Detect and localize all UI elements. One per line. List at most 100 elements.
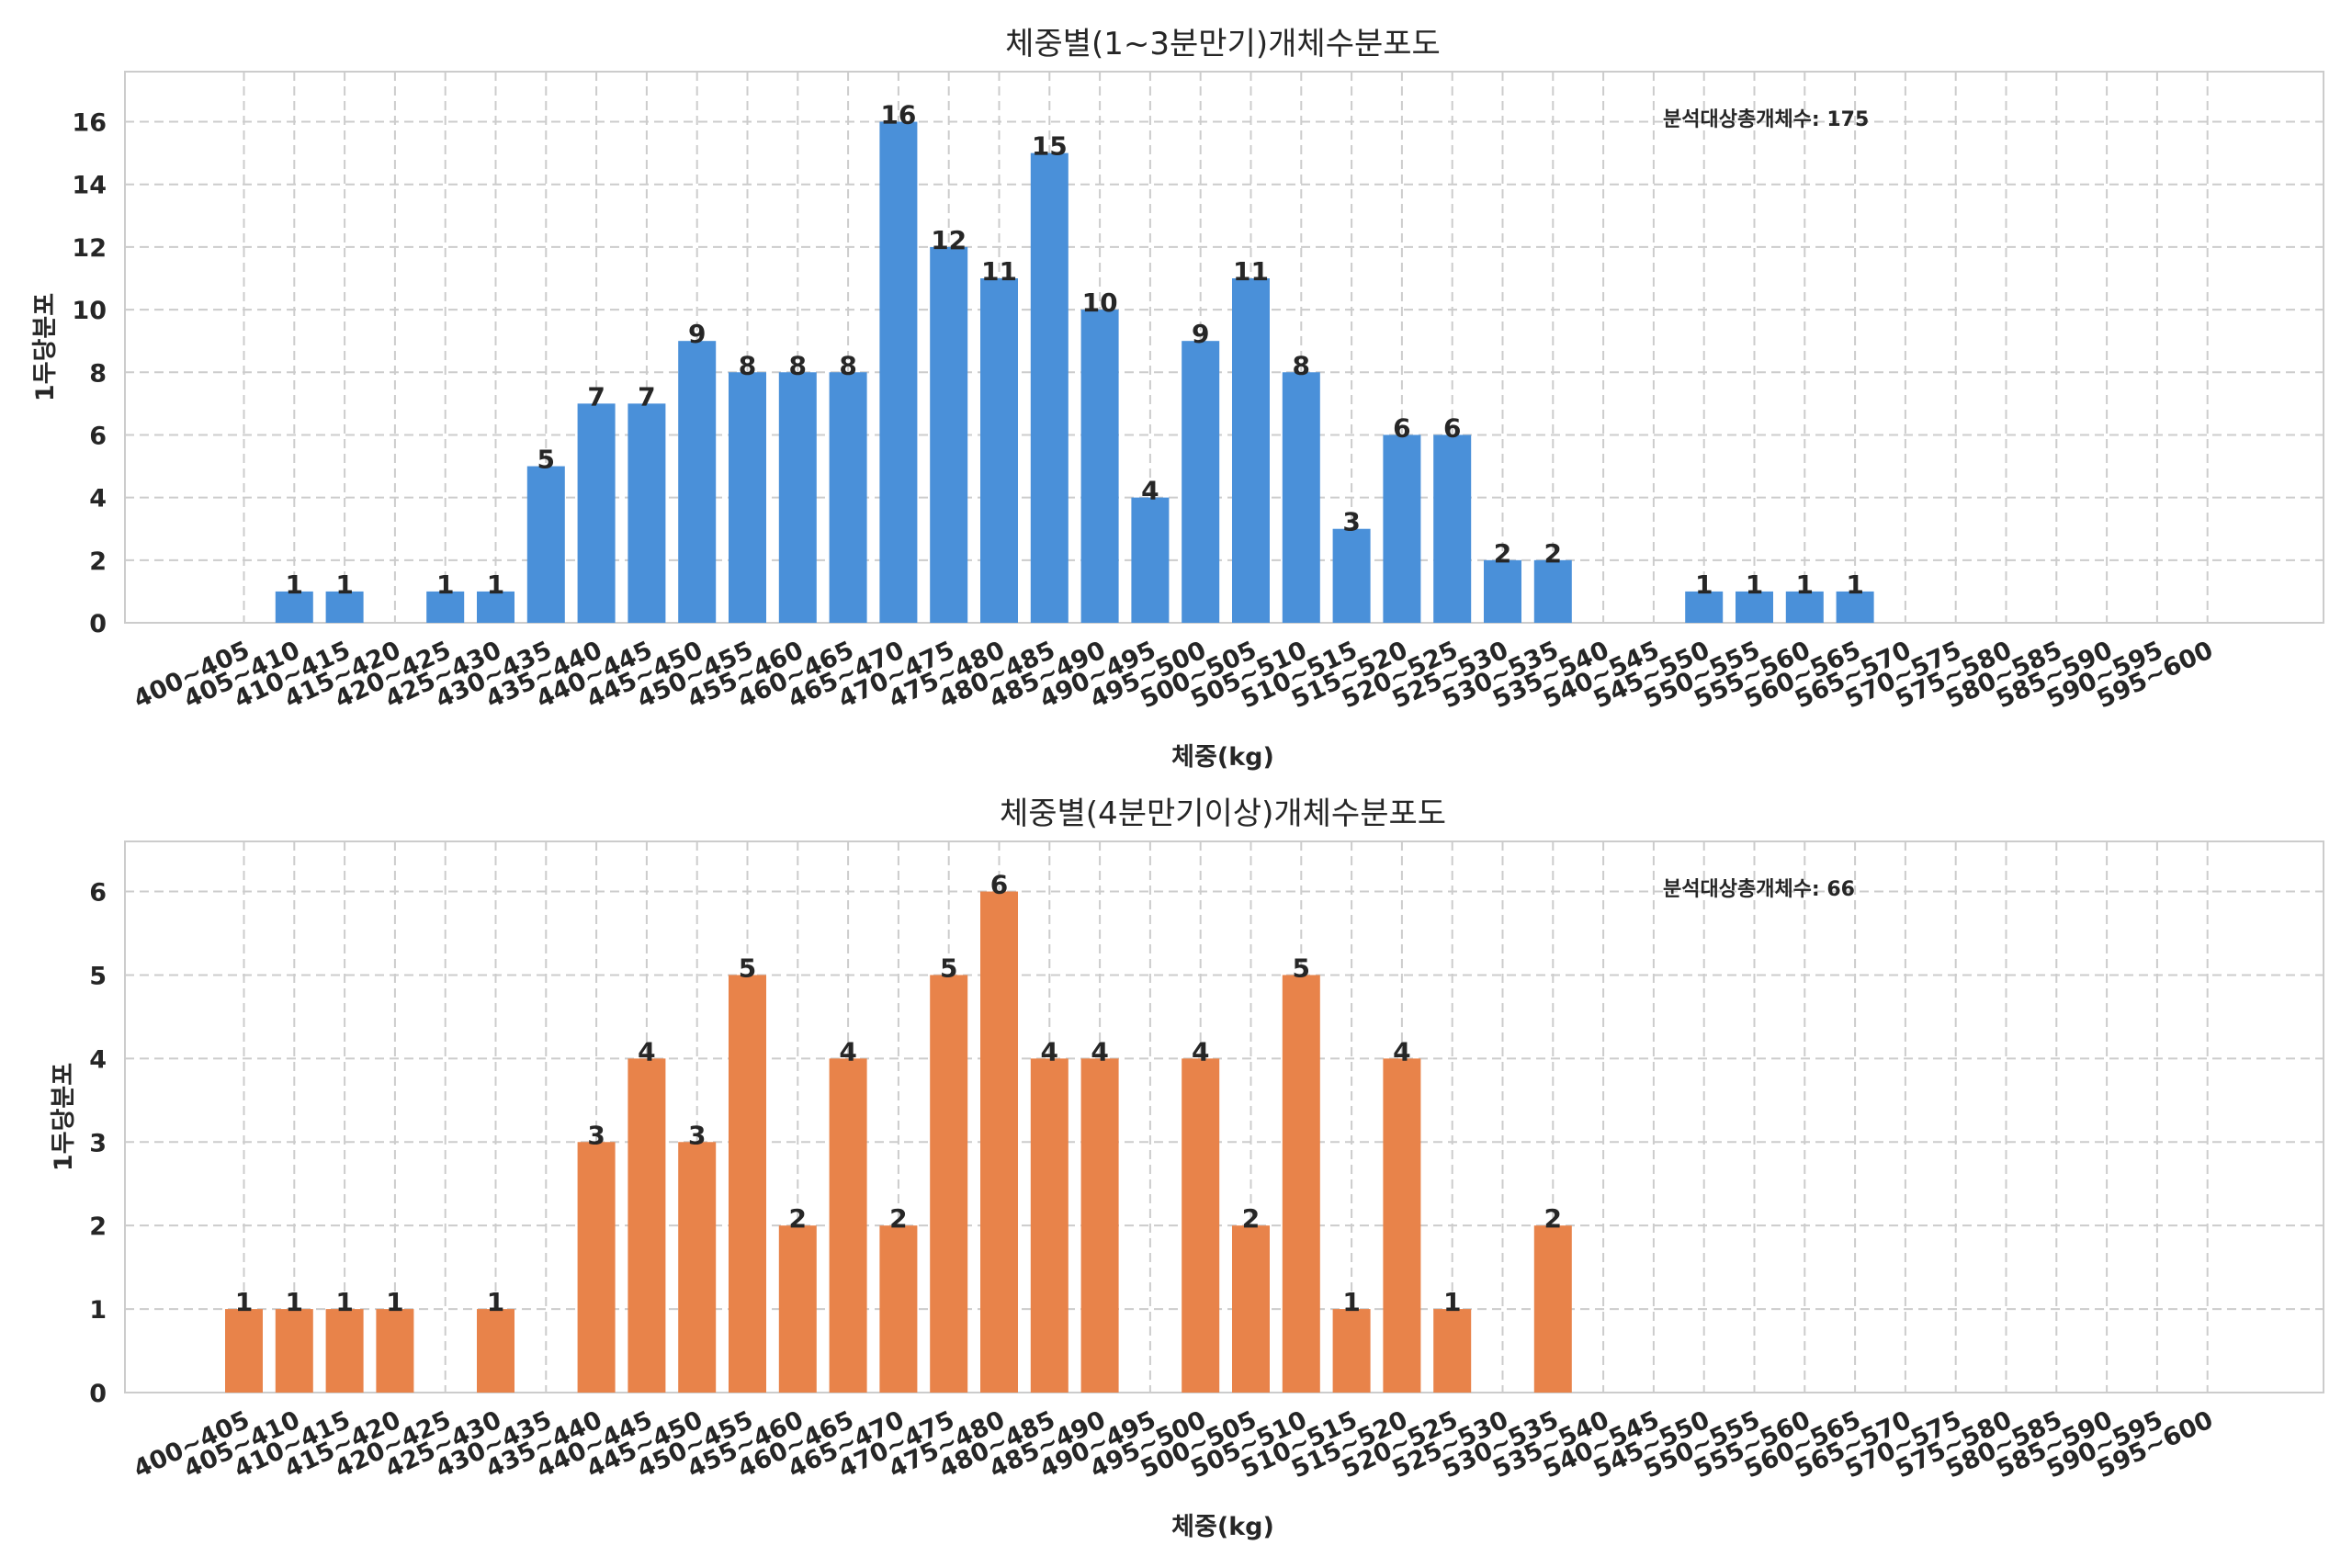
chart-1-bar-560~565 [1836, 591, 1874, 623]
chart-2-y-axis-label: 1두당분포 [50, 1063, 78, 1171]
chart-2-bar-405~410 [275, 1309, 313, 1393]
chart-2-bar-495~500 [1182, 1058, 1220, 1393]
chart-2-bar-515~520 [1383, 1058, 1421, 1393]
chart-2-y-tick-label: 4 [89, 1045, 107, 1074]
chart-1-x-ticks: 400~405405~410410~415415~420420~425425~4… [130, 636, 2218, 714]
chart-1-bar-value-label: 1 [436, 570, 454, 600]
chart-1-bar-475~480 [980, 278, 1018, 623]
chart-2-x-ticks: 400~405405~410410~415415~420420~425425~4… [130, 1405, 2218, 1483]
chart-2-bar-value-label: 1 [1342, 1287, 1360, 1317]
chart-1-bar-value-label: 8 [839, 350, 856, 380]
chart-2-bar-450~455 [729, 975, 766, 1393]
chart-2-bar-value-label: 1 [235, 1287, 253, 1317]
chart-1-y-axis-label: 1두당분포 [31, 293, 60, 401]
chart-1-bar-430~435 [526, 466, 565, 623]
chart-1-bar-value-label: 12 [931, 225, 967, 255]
chart-1-bar-405~410 [275, 591, 313, 623]
chart-1-bar-value-label: 9 [1192, 319, 1209, 349]
chart-2-bar-labels: 1 1 1 1 1 3 4 3 5 2 4 2 5 6 4 4 4 2 5 1 4 1 2 [235, 870, 1562, 1318]
chart-1-bar-440~445 [628, 403, 666, 623]
chart-1-y-tick-label: 12 [72, 234, 107, 263]
chart-1-bar-value-label: 8 [789, 350, 807, 380]
chart-1-bar-515~520 [1383, 434, 1421, 623]
chart-1-y-tick-label: 0 [89, 610, 107, 638]
chart-1-bar-420~425 [426, 591, 465, 623]
chart-1-bar-value-label: 11 [1233, 256, 1269, 287]
chart-1-bar-455~460 [778, 372, 817, 623]
chart-1-bar-525~530 [1484, 559, 1521, 623]
chart-1-bar-485~490 [1080, 310, 1119, 623]
chart-2-y-tick-label: 1 [89, 1296, 107, 1325]
chart-1-bar-value-label: 3 [1342, 507, 1360, 537]
chart-1-bar-465~470 [879, 121, 918, 623]
chart-1-bar-555~560 [1785, 591, 1824, 623]
chart-1-bar-value-label: 1 [286, 570, 303, 600]
chart-1-bar-value-label: 4 [1141, 476, 1159, 506]
chart-1-bar-410~415 [325, 591, 364, 623]
chart-1-weight-distribution: 체중별(1~3분만기)개체수분포도 1 1 1 157 798 8 816121115104… [31, 26, 2324, 772]
chart-1-bar-value-label: 10 [1082, 288, 1118, 318]
chart-1-bar-520~525 [1433, 434, 1472, 623]
chart-2-y-tick-label: 3 [89, 1129, 107, 1157]
chart-2-bar-425~430 [477, 1309, 514, 1393]
chart-1-bar-value-label: 2 [1544, 538, 1562, 569]
chart-2-bar-455~460 [778, 1225, 817, 1393]
chart-1-bar-545~550 [1685, 591, 1724, 623]
chart-2-bar-470~475 [930, 975, 968, 1393]
chart-2-total-count-annotation: 분석대상총개체수: 66 [1663, 878, 1855, 901]
chart-2-bar-value-label: 4 [1041, 1036, 1058, 1066]
chart-1-bar-value-label: 11 [981, 256, 1017, 287]
chart-1-bar-value-label: 1 [1695, 570, 1713, 600]
chart-1-y-tick-label: 14 [72, 172, 107, 200]
chart-2-plot-frame [124, 840, 2324, 1393]
chart-1-bar-505~510 [1282, 372, 1320, 623]
chart-2-bar-465~470 [879, 1225, 918, 1393]
chart-1-y-tick-label: 8 [89, 359, 107, 388]
chart-1-y-ticks: 0 2 4 6 8 10 12 14 16 [72, 109, 107, 638]
chart-2-y-tick-label: 2 [89, 1213, 107, 1241]
chart-2-bar-value-label: 6 [990, 870, 1008, 900]
chart-1-bar-value-label: 15 [1032, 131, 1068, 162]
chart-2-bar-value-label: 5 [1293, 953, 1310, 983]
chart-1-bar-470~475 [930, 246, 968, 623]
chart-1-bar-value-label: 8 [1293, 350, 1310, 380]
chart-2-grid [125, 841, 2324, 1393]
chart-1-bar-460~465 [829, 372, 867, 623]
chart-2-bar-445~450 [678, 1142, 717, 1393]
chart-2-bar-440~445 [628, 1058, 666, 1393]
chart-2-bar-value-label: 1 [386, 1287, 403, 1317]
chart-1-bar-value-label: 1 [1796, 570, 1814, 600]
chart-1-bar-value-label: 5 [537, 445, 555, 475]
chart-1-y-tick-label: 2 [89, 547, 107, 576]
chart-2-bar-510~515 [1332, 1309, 1371, 1393]
chart-1-bar-value-label: 7 [587, 381, 605, 412]
chart-2-bar-400~405 [225, 1309, 263, 1393]
chart-1-bar-450~455 [729, 372, 766, 623]
chart-2-bar-480~485 [1030, 1058, 1069, 1393]
chart-2-bar-value-label: 4 [1393, 1036, 1410, 1066]
chart-2-y-tick-label: 6 [89, 879, 107, 908]
chart-2-bar-value-label: 3 [587, 1120, 605, 1150]
chart-2-bar-505~510 [1282, 975, 1320, 1393]
chart-2-bar-value-label: 4 [1091, 1036, 1108, 1066]
chart-1-bar-value-label: 1 [487, 570, 504, 600]
chart-1-bar-value-label: 9 [688, 319, 706, 349]
chart-1-bar-510~515 [1332, 528, 1371, 623]
chart-1-bar-value-label: 7 [638, 381, 655, 412]
chart-2-bar-460~465 [829, 1058, 867, 1393]
chart-2-bar-value-label: 5 [739, 953, 756, 983]
chart-1-bar-value-label: 6 [1393, 412, 1410, 443]
chart-1-grid [125, 72, 2324, 623]
chart-1-bar-490~495 [1131, 497, 1170, 623]
chart-2-y-ticks: 0 1 2 3 4 5 6 [89, 879, 107, 1408]
chart-2-bar-value-label: 2 [889, 1203, 907, 1234]
chart-1-bar-value-label: 8 [739, 350, 756, 380]
chart-2-bar-value-label: 4 [638, 1036, 655, 1066]
chart-2-bar-value-label: 2 [1242, 1203, 1260, 1234]
chart-1-y-tick-label: 6 [89, 422, 107, 450]
chart-2-bar-value-label: 1 [487, 1287, 504, 1317]
chart-2-bar-475~480 [980, 891, 1018, 1393]
chart-1-bar-445~450 [678, 341, 717, 623]
